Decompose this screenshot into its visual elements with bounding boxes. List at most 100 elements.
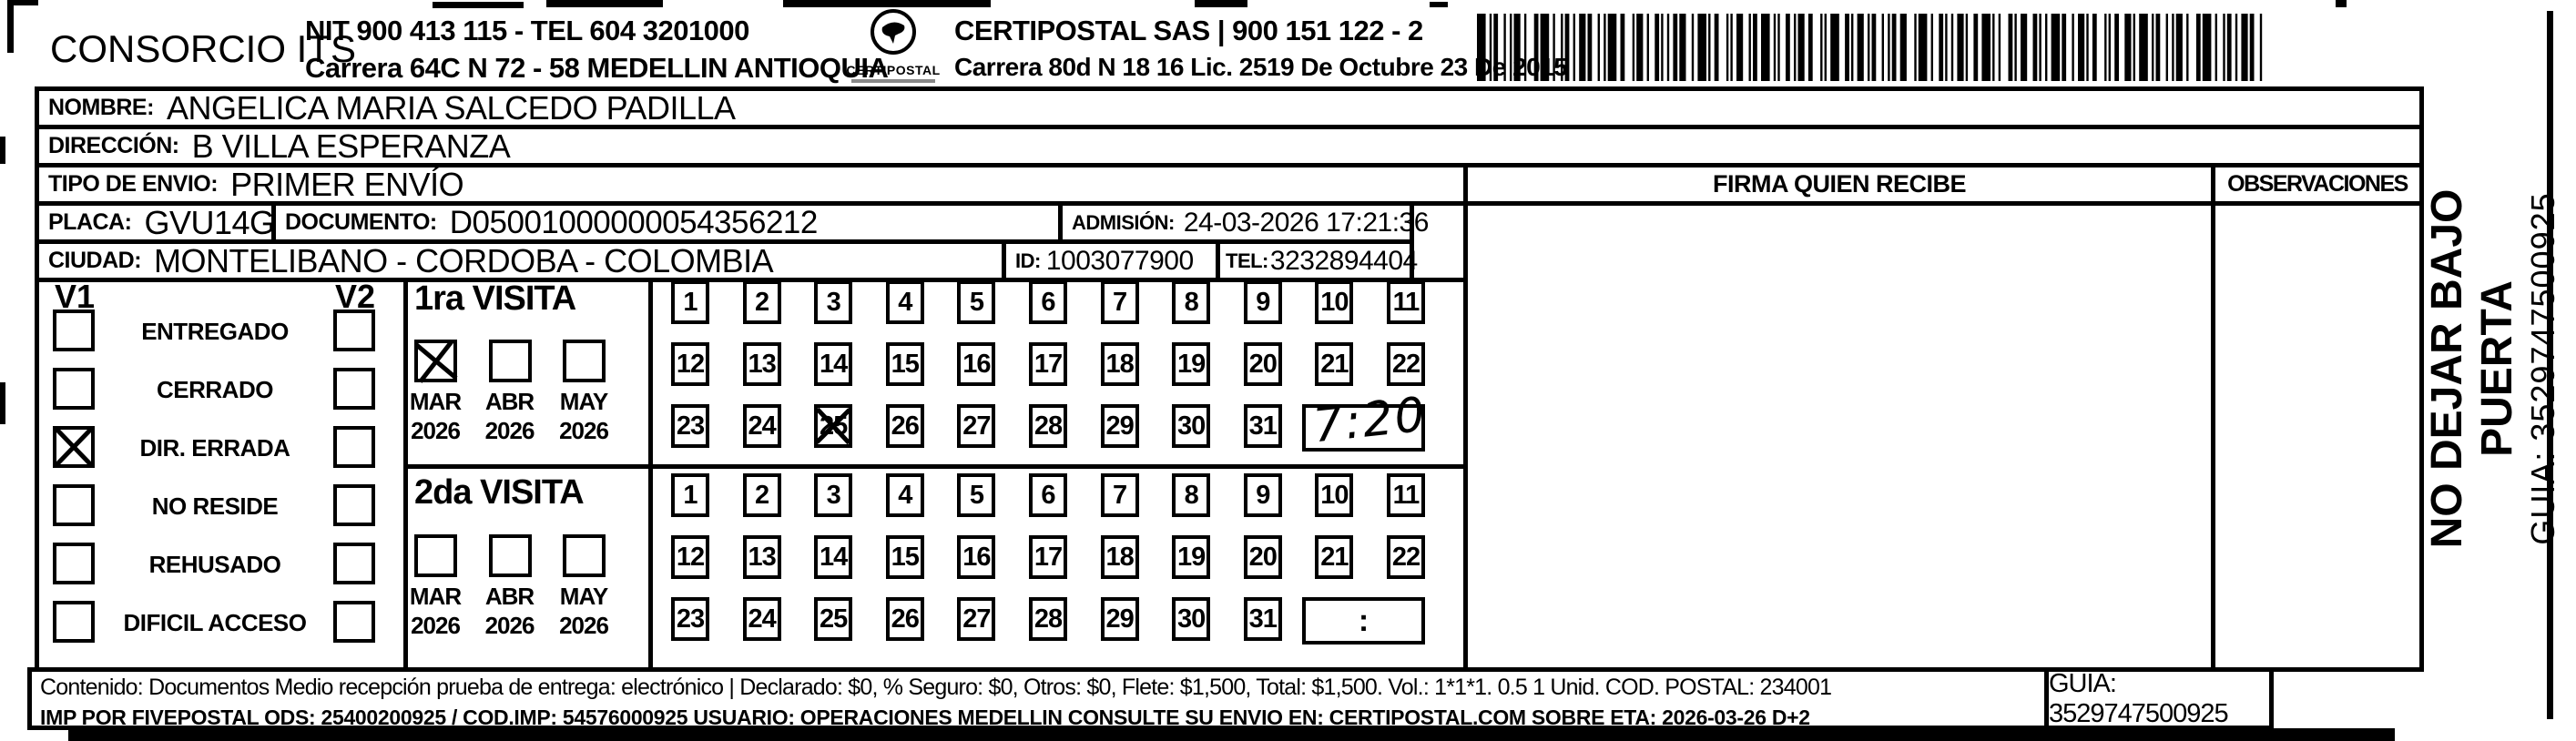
month-year-label: 2026: [411, 612, 461, 639]
day-cell-20-visit1: 20: [1243, 342, 1282, 386]
day-cell-18-visit2: 18: [1100, 535, 1139, 579]
field-tipo-envio: TIPO DE ENVIO: PRIMER ENVÍO: [35, 163, 1468, 206]
day-cell-21-visit2: 21: [1315, 535, 1354, 579]
footer-imp-line: IMP POR FIVEPOSTAL ODS: 25400200925 / CO…: [40, 705, 1810, 729]
visit-title-1: 1ra VISITA: [414, 279, 576, 318]
month-name-label: ABR: [484, 583, 535, 610]
scan-artifact: [2336, 0, 2347, 7]
status-label-dir-errada: DIR. ERRADA: [139, 434, 290, 462]
checkbox-v1-cerrado: [53, 368, 95, 410]
day-cell-7-visit1: 7: [1100, 280, 1139, 324]
scan-artifact: [546, 0, 663, 7]
scan-artifact: [7, 0, 14, 53]
day-cell-29-visit2: 29: [1100, 597, 1139, 641]
logo-wordmark: CERTIPOSTAL: [846, 63, 941, 77]
checkbox-month-mar-visit2: [414, 534, 457, 577]
field-placa: PLACA: GVU14G: [35, 201, 276, 244]
day-cell-2-visit1: 2: [742, 280, 781, 324]
right-edge-line: [2547, 11, 2553, 719]
status-label-dificil-acceso: DIFICIL ACCESO: [123, 609, 307, 636]
day-cell-4-visit1: 4: [885, 280, 924, 324]
day-cell-27-visit2: 27: [957, 597, 996, 641]
day-cell-30-visit2: 30: [1172, 597, 1211, 641]
day-cell-8-visit1: 8: [1172, 280, 1211, 324]
direccion-value: B VILLA ESPERANZA: [191, 127, 511, 165]
day-cell-19-visit2: 19: [1172, 535, 1211, 579]
visit-area: V1 V2 ENTREGADO CERRADO DIR. ERRADA NO RESI…: [35, 278, 1468, 672]
day-cell-23-visit1: 23: [671, 404, 709, 448]
month-name-label: MAY: [559, 583, 608, 610]
checkbox-v2-dificil-acceso: [333, 601, 375, 643]
visit-title-2: 2da VISITA: [414, 473, 585, 512]
certipostal-logo: CERTIPOSTAL: [842, 7, 944, 83]
sender-address: Carrera 64C N 72 - 58 MEDELLIN ANTIOQUIA: [305, 52, 889, 84]
scan-artifact: [433, 2, 524, 8]
checkbox-month-mar-visit1: [412, 338, 459, 384]
time-box-visit2: :: [1302, 597, 1425, 645]
field-documento: DOCUMENTO: D05001000000054356212: [271, 201, 1063, 244]
banner-warning: NO DEJAR BAJO PUERTA: [2423, 188, 2521, 549]
month-year-label: 2026: [411, 417, 461, 444]
handwritten-x-mark: [412, 338, 459, 384]
footer-box: [27, 667, 2274, 730]
day-cell-12-visit1: 12: [671, 342, 709, 386]
checkbox-v2-no-reside: [333, 484, 375, 526]
day-cell-5-visit1: 5: [957, 280, 996, 324]
day-cell-6-visit1: 6: [1029, 280, 1067, 324]
day-cell-3-visit1: 3: [814, 280, 853, 324]
day-cell-9-visit1: 9: [1243, 280, 1282, 324]
day-cell-16-visit2: 16: [957, 535, 996, 579]
scan-artifact: [7, 0, 38, 5]
field-admision: ADMISIÓN: 24-03-2026 17:21:36: [1058, 201, 1429, 244]
day-cell-10-visit2: 10: [1315, 473, 1354, 517]
day-cell-23-visit2: 23: [671, 597, 709, 641]
checkbox-v2-cerrado: [333, 368, 375, 410]
footer-text: Contenido: Documentos Medio recepción pr…: [40, 675, 2034, 730]
handwritten-x-mark: [811, 402, 854, 451]
field-tel: TEL: 3232894404: [1216, 239, 1418, 282]
scan-artifact: [1195, 0, 1247, 7]
checkbox-month-abr-visit1: [488, 340, 532, 382]
status-column1-header: V1: [55, 278, 96, 315]
day-cell-14-visit2: 14: [814, 535, 853, 579]
month-name-label: MAR: [409, 388, 462, 415]
day-cell-1-visit1: 1: [671, 280, 709, 324]
checkbox-v2-rehusado: [333, 543, 375, 584]
scan-artifact: [0, 137, 5, 164]
day-cell-25-visit1: 25: [811, 402, 854, 451]
day-cell-24-visit2: 24: [742, 597, 781, 641]
day-cell-28-visit2: 28: [1029, 597, 1067, 641]
field-nombre: NOMBRE: ANGELICA MARIA SALCEDO PADILLA: [35, 86, 2424, 129]
day-cell-17-visit1: 17: [1029, 342, 1067, 386]
day-cell-28-visit1: 28: [1029, 404, 1067, 448]
status-label-cerrado: CERRADO: [157, 376, 273, 403]
status-label-rehusado: REHUSADO: [148, 551, 281, 578]
day-cell-5-visit2: 5: [957, 473, 996, 517]
nombre-value: ANGELICA MARIA SALCEDO PADILLA: [166, 88, 736, 127]
observaciones-header: OBSERVACIONES: [2215, 167, 2419, 206]
day-cell-13-visit1: 13: [742, 342, 781, 386]
documento-value: D05001000000054356212: [449, 204, 819, 240]
status-label-no-reside: NO RESIDE: [151, 492, 279, 520]
day-cell-31-visit1: 31: [1243, 404, 1282, 448]
admision-label: ADMISIÓN:: [1072, 210, 1175, 234]
footer-guia-box: GUIA: 3529747500925: [2044, 667, 2274, 730]
day-cell-27-visit1: 27: [957, 404, 996, 448]
day-cell-14-visit1: 14: [814, 342, 853, 386]
operator-address-license: Carrera 80d N 18 16 Lic. 2519 De Octubre…: [954, 53, 1568, 81]
month-name-label: MAR: [409, 583, 462, 610]
month-year-label: 2026: [484, 612, 535, 639]
nombre-label: NOMBRE:: [48, 95, 154, 120]
day-cell-19-visit1: 19: [1172, 342, 1211, 386]
day-cell-13-visit2: 13: [742, 535, 781, 579]
status-label-entregado: ENTREGADO: [141, 318, 289, 345]
day-cell-21-visit1: 21: [1315, 342, 1354, 386]
checkbox-v1-dificil-acceso: [53, 601, 95, 643]
admision-value: 24-03-2026 17:21:36: [1183, 207, 1430, 238]
day-cell-26-visit2: 26: [885, 597, 924, 641]
observaciones-blank-area: [2215, 206, 2419, 705]
checkbox-v1-dir-errada: [53, 426, 95, 468]
day-cell-22-visit1: 22: [1387, 342, 1425, 386]
day-cell-7-visit2: 7: [1100, 473, 1139, 517]
